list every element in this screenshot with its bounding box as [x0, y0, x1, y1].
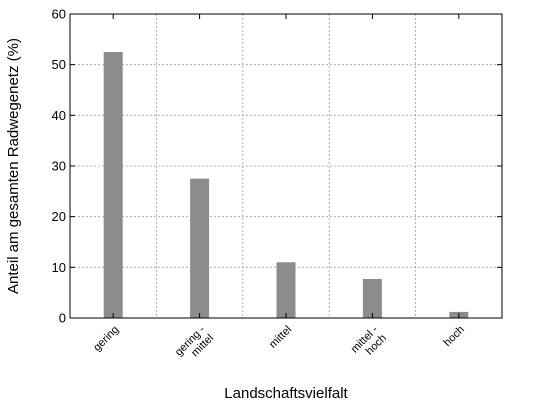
svg-text:gering: gering [91, 324, 121, 354]
y-tick-label-4: 40 [52, 108, 66, 123]
x-tick-label-3: mittel -hoch [349, 323, 390, 364]
bars [103, 52, 469, 318]
svg-text:mittel -hoch: mittel -hoch [349, 323, 390, 364]
x-tick-label-4: hoch [442, 324, 467, 349]
x-tick-label-line: hoch [442, 324, 467, 349]
grid-lines [70, 14, 502, 318]
y-tick-label-2: 20 [52, 209, 66, 224]
svg-text:gering -mittel: gering -mittel [173, 323, 217, 367]
y-axis: 0 10 20 30 40 50 60 [52, 7, 502, 326]
bar-2 [276, 262, 296, 318]
y-tick-label-3: 30 [52, 159, 66, 174]
x-tick-label-line: mittel [267, 324, 294, 351]
svg-text:hoch: hoch [442, 324, 467, 349]
bar-1 [190, 178, 210, 318]
y-tick-label-5: 50 [52, 57, 66, 72]
bar-0 [103, 52, 123, 318]
y-tick-label-6: 60 [52, 7, 66, 22]
y-tick-label-1: 10 [52, 260, 66, 275]
y-tick-label-0: 0 [59, 311, 66, 326]
svg-text:mittel: mittel [267, 324, 294, 351]
x-tick-label-0: gering [91, 324, 121, 354]
y-axis-title: Anteil am gesamten Radwegenetz (%) [5, 38, 22, 294]
x-tick-label-2: mittel [267, 324, 294, 351]
x-tick-label-line: gering [91, 324, 121, 354]
x-tick-label-1: gering -mittel [173, 323, 217, 367]
bar-3 [362, 278, 382, 318]
x-axis-title: Landschaftsvielfalt [224, 385, 348, 402]
